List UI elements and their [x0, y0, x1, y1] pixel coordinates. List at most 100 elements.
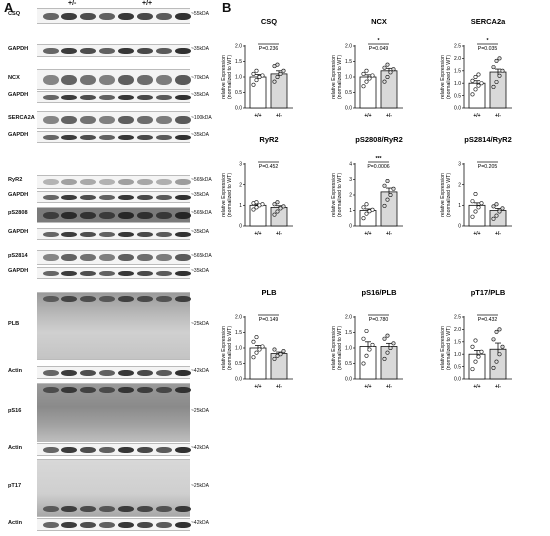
blot-band — [137, 387, 153, 393]
blot-band — [61, 179, 77, 185]
blot-strip — [37, 267, 191, 279]
blot-band — [99, 94, 115, 100]
blot-label: GAPDH — [8, 268, 29, 274]
blot-band — [175, 74, 191, 85]
blot-band — [137, 194, 153, 200]
blot-band — [175, 94, 191, 100]
blot-label: GAPDH — [8, 45, 29, 52]
blot-band — [156, 296, 172, 302]
blot-band — [156, 254, 172, 261]
blot-band — [137, 134, 153, 140]
blot-band — [137, 254, 153, 261]
blot-strip — [37, 228, 191, 240]
blot-band — [43, 74, 59, 85]
y-tick-label: 2.0 — [454, 56, 461, 62]
p-value: P=0.049 — [369, 46, 389, 52]
blot-band — [99, 369, 115, 376]
blot-band — [175, 254, 191, 261]
blot-band — [175, 296, 191, 302]
significance-stars: *** — [375, 156, 382, 162]
data-point — [385, 350, 390, 355]
blot-band — [99, 296, 115, 302]
blot-strip — [37, 91, 191, 103]
blot-band — [175, 387, 191, 393]
y-axis-label: relative Expression — [221, 326, 227, 370]
chart-svg: NCX relative Expression (normalized to WT)… — [331, 17, 403, 119]
blot-band — [43, 179, 59, 185]
data-point — [479, 201, 484, 206]
y-tick-label: 1.0 — [454, 81, 461, 87]
data-point — [473, 338, 478, 343]
chart-title: CSQ — [261, 17, 277, 26]
bar-chart: RyR2 relative Expression (normalized to WT… — [219, 130, 299, 263]
blot-band — [99, 521, 115, 528]
chart-title: PLB — [262, 288, 278, 297]
x-tick-label: +/- — [276, 113, 282, 119]
y-tick-label: 1.0 — [235, 75, 242, 81]
blot-strip — [37, 459, 191, 517]
blot-band — [80, 194, 96, 200]
data-point — [367, 209, 372, 214]
genotype-header-left: +/- — [68, 0, 77, 7]
blot-band — [43, 47, 59, 54]
bar-chart: pT17/PLB relative Expression (normalized t… — [438, 283, 518, 416]
blot-band — [175, 179, 191, 185]
data-point — [361, 84, 366, 89]
data-point — [494, 329, 499, 334]
blot-band — [43, 94, 59, 100]
blot-band — [118, 74, 134, 85]
y-tick-label: 2 — [458, 182, 461, 188]
blot-band — [80, 369, 96, 376]
data-point — [473, 359, 478, 364]
y-tick-label: 1.5 — [235, 59, 242, 65]
data-point — [257, 347, 262, 352]
y-axis-label: relative Expression — [221, 173, 227, 217]
p-value: P=0.205 — [478, 164, 498, 170]
blot-band — [43, 270, 59, 276]
blot-label: pT17 — [8, 483, 22, 489]
y-axis-label-unit: (normalized to WT) — [446, 173, 452, 217]
data-point — [364, 211, 369, 216]
y-tick-label: 1.0 — [454, 352, 461, 358]
y-tick-label: 2.5 — [454, 44, 461, 50]
data-point — [361, 336, 366, 341]
blot-band — [43, 296, 59, 302]
blot-band — [99, 387, 115, 393]
blot-label: pS2814 — [8, 252, 28, 259]
blot-label: SERCA2A — [8, 115, 35, 121]
molecular-weight-label: ~25kDA — [191, 483, 209, 489]
blot-band — [137, 369, 153, 376]
molecular-weight-label: ~55kDA — [191, 11, 209, 17]
data-point — [476, 205, 481, 210]
bar — [380, 191, 398, 227]
molecular-weight-label: ~100kDA — [191, 115, 212, 121]
data-point — [494, 79, 499, 84]
y-tick-label: 2.0 — [345, 315, 352, 321]
x-tick-label: +/+ — [473, 231, 480, 237]
y-tick-label: 1.0 — [345, 346, 352, 352]
data-point — [385, 62, 390, 67]
y-tick-label: 4 — [349, 162, 352, 168]
data-point — [370, 342, 375, 347]
x-tick-label: +/- — [386, 384, 392, 390]
blot-band — [43, 446, 59, 453]
data-point — [367, 76, 372, 81]
y-axis-label-unit: (normalized to WT) — [446, 326, 452, 370]
x-tick-label: +/+ — [473, 113, 480, 119]
blot-band — [156, 521, 172, 528]
blot-band — [80, 94, 96, 100]
blot-label: GAPDH — [8, 92, 29, 98]
blot-band — [156, 387, 172, 393]
data-point — [251, 355, 256, 360]
blot-band — [137, 521, 153, 528]
chart-svg: pS16/PLB relative Expression (normalized t… — [331, 288, 403, 390]
blot-strip — [37, 366, 191, 379]
blot-band — [118, 387, 134, 393]
bar — [489, 71, 507, 109]
data-point — [275, 353, 280, 358]
data-point — [382, 183, 387, 188]
molecular-weight-label: ~35kDA — [191, 45, 209, 52]
blot-band — [156, 369, 172, 376]
data-point — [500, 344, 505, 349]
data-point — [491, 84, 496, 89]
